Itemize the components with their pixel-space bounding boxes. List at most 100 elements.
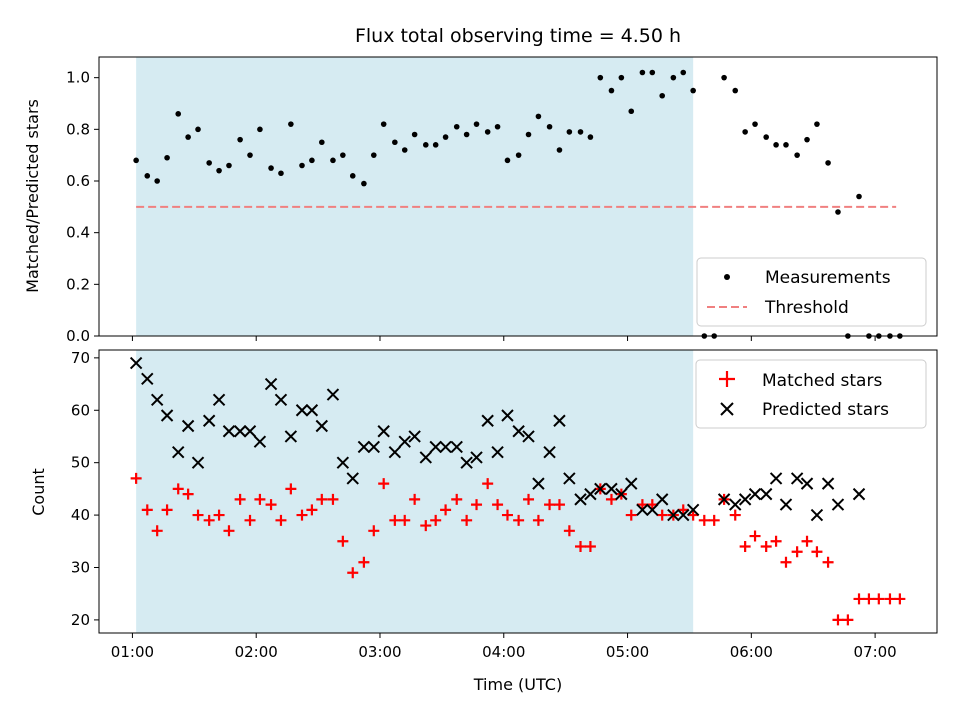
- matched-star-point: [161, 504, 173, 516]
- measurement-point: [783, 142, 789, 148]
- predicted-star-point: [160, 409, 174, 422]
- matched-star-point: [553, 499, 565, 511]
- measurement-point: [133, 157, 139, 164]
- measurement-point: [453, 123, 460, 130]
- measurement-point: [392, 139, 398, 146]
- measurement-point: [721, 74, 727, 81]
- predicted-star-point: [408, 430, 421, 443]
- matched-star-point: [563, 525, 575, 537]
- matched-star-point: [440, 504, 452, 516]
- top-panel: 0.0 0.2 0.4 0.6 0.8 1.0 Matched/Predicted sta…: [23, 56, 938, 345]
- predicted-star-point: [800, 477, 814, 490]
- measurement-point: [763, 134, 769, 140]
- predicted-star-point: [212, 393, 226, 406]
- predicted-star-point: [172, 445, 185, 459]
- measurement-point: [659, 92, 666, 99]
- measurement-point: [608, 87, 615, 94]
- matched-star-point: [708, 514, 720, 526]
- matched-star-point: [584, 541, 596, 553]
- measurement-point: [185, 134, 191, 140]
- legend-marker-predicted: [720, 402, 734, 416]
- predicted-star-point: [460, 456, 473, 469]
- matched-star-point: [213, 509, 225, 521]
- top-axes-frame: [98, 56, 938, 337]
- measurement-point: [206, 160, 212, 166]
- measurement-point: [525, 131, 532, 138]
- predicted-star-point: [821, 477, 835, 490]
- measurement-point: [237, 136, 243, 143]
- predicted-star-point: [512, 425, 525, 438]
- predicted-star-point: [284, 430, 298, 443]
- measurement-point: [556, 147, 563, 153]
- top-x-ticks: [131, 336, 876, 341]
- measurement-point: [835, 209, 841, 215]
- bottom-y-tick-label: 50: [71, 454, 90, 472]
- matched-star-point: [296, 509, 308, 521]
- predicted-star-point: [326, 388, 340, 401]
- matched-star-point: [254, 493, 266, 505]
- matched-star-point: [234, 493, 246, 505]
- measurement-point: [216, 167, 222, 174]
- matched-star-point: [409, 493, 421, 505]
- legend-label-predicted: Predicted stars: [762, 400, 889, 420]
- predicted-star-point: [357, 440, 371, 454]
- top-observing-span: [136, 57, 694, 336]
- measurement-point: [247, 152, 253, 158]
- predicted-star-point: [615, 487, 628, 501]
- measurement-point: [577, 129, 584, 135]
- measurement-point: [742, 129, 748, 135]
- measurement-point: [226, 162, 232, 169]
- bottom-y-tick-label: 40: [71, 506, 90, 524]
- matched-star-point: [544, 499, 556, 511]
- predicted-star-point: [264, 377, 278, 391]
- matched-star-point: [265, 499, 277, 511]
- matched-star-point: [646, 499, 658, 511]
- measurement-point: [732, 87, 739, 94]
- matched-star-point: [749, 530, 761, 542]
- measurement-point: [515, 152, 522, 158]
- bottom-y-tick-label: 30: [71, 558, 90, 576]
- measurement-point: [546, 123, 553, 130]
- bottom-legend: Matched stars Predicted stars: [695, 359, 927, 429]
- matched-star-point: [770, 535, 782, 547]
- x-tick-label: 02:00: [235, 643, 278, 661]
- measurement-point: [380, 121, 387, 127]
- matched-star-point: [316, 493, 328, 505]
- measurement-point: [463, 131, 470, 138]
- matched-star-point: [358, 556, 370, 568]
- predicted-star-point: [594, 482, 607, 496]
- matched-star-point: [832, 614, 844, 626]
- predicted-star-point: [532, 477, 545, 490]
- predicted-star-point: [501, 409, 514, 422]
- predicted-star-point: [367, 440, 381, 454]
- matched-star-point: [863, 593, 875, 605]
- measurement-point: [680, 69, 687, 76]
- predicted-star-point: [491, 445, 504, 459]
- x-tick-label: 05:00: [606, 643, 649, 661]
- predicted-star-point: [584, 487, 597, 501]
- measurement-point: [473, 121, 480, 127]
- matched-star-point: [873, 593, 885, 605]
- matched-star-point: [636, 499, 648, 511]
- bottom-y-tick-label: 20: [71, 611, 90, 629]
- matched-star-point: [172, 483, 184, 495]
- bottom-x-axis: 01:00 02:00 03:00 04:00 05:00 06:00 07:00: [111, 633, 897, 661]
- matched-star-point: [378, 478, 390, 490]
- measurement-point: [299, 162, 305, 169]
- predicted-star-point: [553, 414, 566, 427]
- legend-marker-matched: [719, 371, 735, 387]
- measurement-point: [257, 126, 263, 133]
- measurement-point: [628, 108, 635, 115]
- predicted-star-point: [439, 440, 452, 454]
- matched-star-point: [801, 535, 813, 547]
- matched-star-point: [451, 493, 463, 505]
- predicted-star-point: [574, 493, 587, 506]
- matched-star-point: [130, 472, 142, 484]
- measurement-point: [504, 157, 511, 164]
- bottom-y-tick-label: 60: [71, 401, 90, 419]
- matched-star-point: [482, 478, 494, 490]
- predicted-star-point: [243, 425, 257, 438]
- measurement-point: [494, 123, 501, 130]
- matched-star-point: [822, 556, 834, 568]
